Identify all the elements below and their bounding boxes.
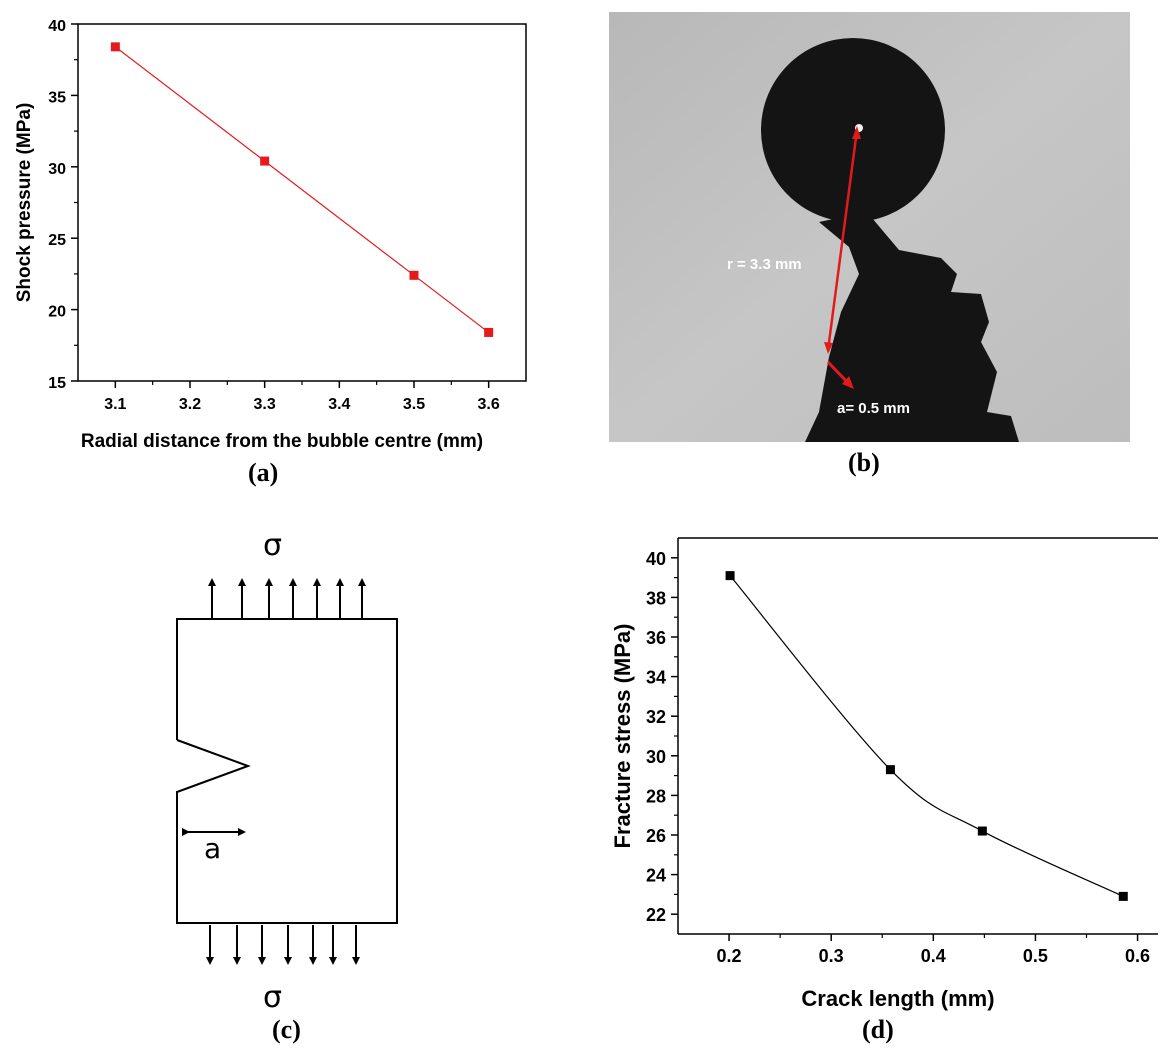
panel-label-b: (b) bbox=[848, 448, 880, 477]
radius-label: r = 3.3 mm bbox=[727, 256, 802, 273]
x-tick-label: 3.6 bbox=[478, 396, 500, 413]
y-tick-label: 20 bbox=[48, 304, 66, 321]
y-tick-label: 15 bbox=[48, 375, 66, 392]
data-point bbox=[1118, 891, 1128, 901]
sigma-top: σ bbox=[263, 528, 283, 563]
crack-dark-region bbox=[805, 212, 1019, 442]
x-tick-label: 3.1 bbox=[104, 396, 126, 413]
data-point bbox=[484, 327, 494, 337]
x-axis-label: Crack length (mm) bbox=[801, 986, 994, 1011]
data-point bbox=[110, 42, 120, 52]
y-tick-label: 40 bbox=[48, 18, 66, 35]
data-point bbox=[977, 826, 987, 836]
panel-label-c: (c) bbox=[272, 1015, 301, 1044]
y-tick-label: 25 bbox=[48, 232, 66, 249]
y-axis-label: Fracture stress (MPa) bbox=[610, 624, 635, 849]
data-point bbox=[725, 571, 735, 581]
x-tick-label: 0.4 bbox=[921, 946, 946, 966]
series-line bbox=[114, 46, 490, 333]
radius-arrowhead-top bbox=[852, 126, 861, 139]
y-tick-label: 30 bbox=[48, 161, 66, 178]
x-tick-label: 3.5 bbox=[403, 396, 425, 413]
x-tick-label: 0.3 bbox=[819, 946, 844, 966]
sigma-bottom: σ bbox=[263, 980, 283, 1015]
x-tick-label: 3.3 bbox=[254, 396, 276, 413]
crack-diagram bbox=[176, 578, 398, 965]
y-tick-label: 34 bbox=[646, 668, 666, 688]
data-point bbox=[260, 156, 270, 166]
y-tick-label: 22 bbox=[646, 905, 666, 925]
top-stress-arrows bbox=[208, 578, 366, 618]
y-axis-label: Shock pressure (MPa) bbox=[14, 103, 35, 303]
bubble-photo: r = 3.3 mm a= 0.5 mm bbox=[609, 12, 1130, 442]
x-tick-label: 3.2 bbox=[179, 396, 201, 413]
crack-length-label: a= 0.5 mm bbox=[837, 400, 910, 417]
plate-outline bbox=[176, 618, 398, 924]
x-tick-label: 0.6 bbox=[1125, 946, 1150, 966]
panel-label-d: (d) bbox=[862, 1015, 894, 1044]
y-tick-label: 24 bbox=[646, 866, 666, 886]
radius-arrow bbox=[826, 129, 859, 351]
x-tick-label: 3.4 bbox=[328, 396, 350, 413]
y-tick-label: 32 bbox=[646, 707, 666, 727]
y-tick-label: 38 bbox=[646, 588, 666, 608]
x-tick-label: 0.2 bbox=[717, 946, 742, 966]
crack-length-label: a bbox=[204, 832, 222, 865]
fracture-stress-chart: 0.2 0.3 0.4 0.5 0.6 22 24 26 28 30 32 34 36 38 40 Crack… bbox=[610, 537, 1158, 1011]
shock-pressure-chart: 3.1 3.2 3.3 3.4 3.5 3.6 15 20 25 30 35 40 Radial dis… bbox=[14, 18, 527, 452]
y-tick-label: 36 bbox=[646, 628, 666, 648]
y-tick-label: 40 bbox=[646, 549, 666, 569]
x-axis-label: Radial distance from the bubble centre (… bbox=[81, 431, 483, 452]
y-tick-label: 26 bbox=[646, 826, 666, 846]
data-point bbox=[409, 270, 419, 280]
panel-label-a: (a) bbox=[248, 458, 279, 487]
series-line bbox=[729, 575, 1124, 897]
y-tick-label: 30 bbox=[646, 747, 666, 767]
x-tick-label: 0.5 bbox=[1023, 946, 1048, 966]
data-point bbox=[885, 765, 895, 775]
plot-frame bbox=[77, 23, 527, 382]
bubble bbox=[761, 38, 945, 222]
radius-arrowhead-bottom bbox=[824, 342, 833, 354]
y-tick-label: 28 bbox=[646, 786, 666, 806]
crack-arrowhead bbox=[842, 376, 854, 389]
y-tick-label: 35 bbox=[48, 89, 66, 106]
bottom-stress-arrows bbox=[206, 925, 360, 965]
